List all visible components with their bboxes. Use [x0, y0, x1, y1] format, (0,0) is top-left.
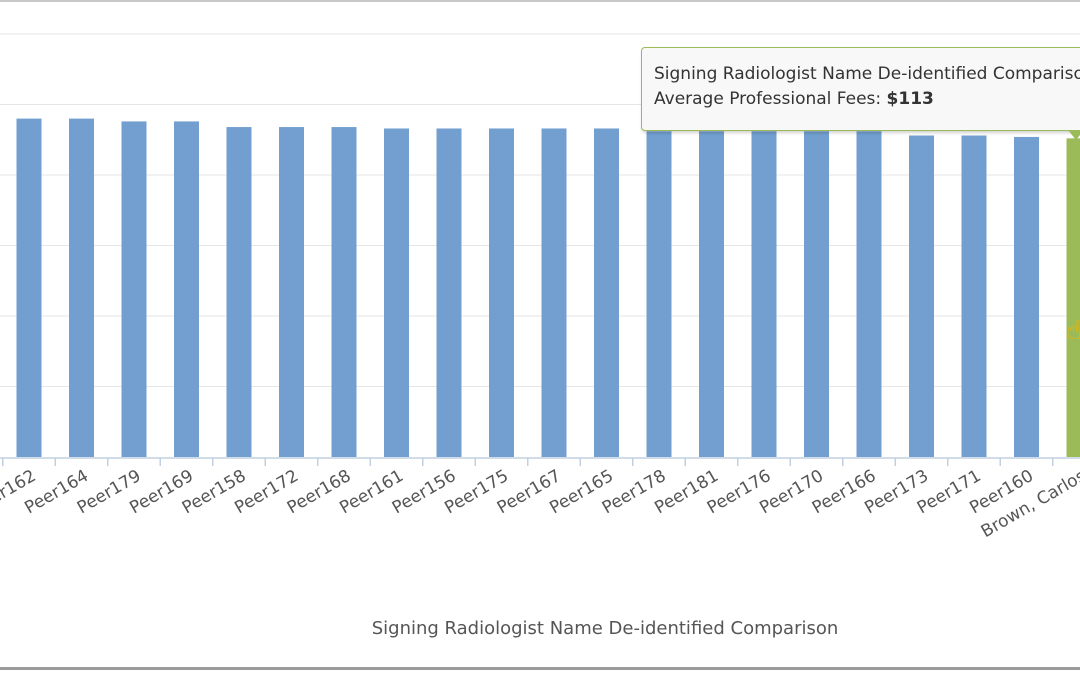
chart-frame-bottom-border: [0, 667, 1080, 670]
tooltip-metric: Average Professional Fees: $113: [654, 87, 1080, 112]
bar-peer156[interactable]: [436, 128, 462, 457]
tooltip-pointer: [1068, 130, 1080, 140]
bar-brown-carlos[interactable]: [1066, 138, 1080, 457]
chart-frame-top-border: [0, 0, 1080, 2]
bar-peer162[interactable]: [16, 118, 42, 457]
x-axis: [0, 457, 1080, 466]
bar-peer178[interactable]: [646, 131, 672, 458]
bar-peer166[interactable]: [856, 131, 882, 458]
bar-peer160[interactable]: [1014, 136, 1039, 457]
bar-peer181[interactable]: [699, 131, 724, 458]
bar-peer169[interactable]: [174, 121, 199, 458]
bar-peer161[interactable]: [384, 128, 409, 457]
bar-peer176[interactable]: [751, 131, 777, 458]
tooltip-metric-value: $113: [886, 89, 934, 109]
bar-peer175[interactable]: [489, 128, 514, 457]
hand-pointer-icon: ☝: [1066, 316, 1080, 346]
bar-peer170[interactable]: [804, 131, 829, 458]
bar-peer171[interactable]: [961, 135, 987, 457]
tooltip-metric-label: Average Professional Fees:: [654, 89, 887, 109]
bar-peer167[interactable]: [541, 128, 567, 457]
bar-peer158[interactable]: [226, 127, 252, 457]
x-axis-title: Signing Radiologist Name De-identified C…: [372, 618, 839, 639]
tooltip-title: Signing Radiologist Name De-identified C…: [654, 64, 1080, 84]
x-tick-labels: Peer162Peer164Peer179Peer169Peer158Peer1…: [0, 466, 1080, 542]
bars: [16, 118, 1080, 458]
bar-peer179[interactable]: [121, 121, 147, 458]
bar-peer165[interactable]: [594, 128, 619, 457]
bar-tooltip: Signing Radiologist Name De-identified C…: [641, 47, 1080, 131]
bar-peer164[interactable]: [69, 118, 94, 457]
bar-peer173[interactable]: [909, 135, 934, 457]
bar-peer172[interactable]: [279, 127, 304, 457]
bar-peer168[interactable]: [331, 127, 357, 457]
